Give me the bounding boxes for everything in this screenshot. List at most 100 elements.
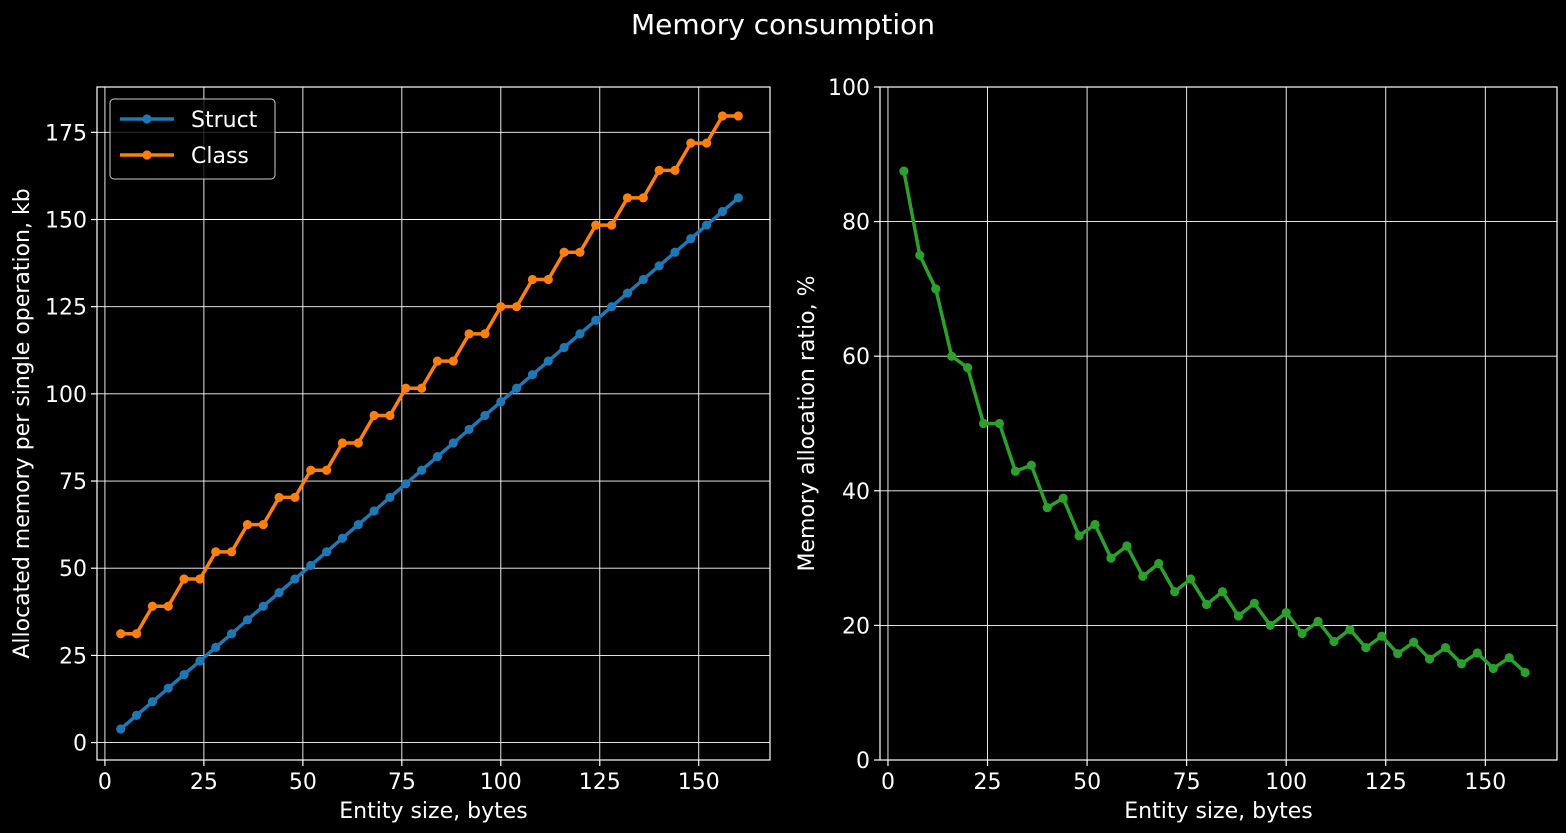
- chart-1-series-struct-point-15: [353, 520, 363, 530]
- chart-2-ytick-label-1: 20: [842, 614, 870, 639]
- chart-1-xtick-label-0: 0: [98, 770, 112, 795]
- chart-2-series-line-point-10: [1058, 493, 1068, 503]
- chart-2-xtick-label-0: 0: [881, 770, 895, 795]
- chart-1-series-class-point-13: [322, 465, 332, 475]
- chart-1-series-class-point-36: [686, 138, 696, 148]
- chart-1-xtick-label-3: 75: [388, 770, 416, 795]
- chart-2-series-line-point-1: [915, 250, 925, 260]
- chart-1-xtick-label-1: 25: [190, 770, 218, 795]
- chart-1-ytick-label-7: 175: [45, 121, 87, 146]
- chart-1-series-struct-point-24: [496, 397, 506, 407]
- chart-2-frame: [879, 86, 1558, 761]
- left-chart: 0 25 50 75 100 125 150 0 25 50 75 100 125 150 175 Entit…: [10, 86, 771, 824]
- chart-1-series-class-point-18: [401, 383, 411, 393]
- chart-1-series-class-point-27: [543, 274, 553, 285]
- chart-1-xtick-label-4: 100: [480, 770, 522, 795]
- chart-2-series-line-point-21: [1233, 611, 1244, 621]
- chart-2-series-line-point-11: [1074, 531, 1084, 541]
- chart-1-ytick-label-1: 25: [59, 644, 87, 669]
- chart-1-ytick-label-6: 150: [45, 209, 87, 234]
- chart-2-ylabel: Memory allocation ratio, %: [795, 276, 820, 572]
- chart-1-series-class-point-25: [512, 302, 522, 312]
- chart-1-series-struct-point-28: [559, 342, 569, 353]
- chart-2-xtick-label-3: 75: [1173, 770, 1201, 795]
- chart-1-series-struct-point-8: [242, 615, 253, 625]
- chart-2-series-line-point-32: [1409, 637, 1419, 647]
- chart-2-ytick-label-3: 60: [842, 345, 870, 370]
- chart-1-series-struct-point-4: [179, 669, 189, 680]
- chart-1-series-struct-point-29: [575, 329, 585, 339]
- chart-2-ytick-label-2: 40: [842, 480, 870, 505]
- chart-1-series-class-point-30: [591, 220, 601, 230]
- chart-1-series-struct-point-34: [654, 261, 664, 271]
- chart-2-series-line-point-18: [1186, 574, 1196, 584]
- chart-1-series-class-point-37: [702, 138, 712, 148]
- chart-1-series-class-point-7: [227, 547, 237, 557]
- chart-2-series-line-point-14: [1122, 541, 1132, 551]
- chart-1-series-class-point-10: [274, 492, 284, 503]
- chart-1-series-class-point-17: [385, 410, 395, 421]
- chart-1-series-class-point-20: [432, 356, 443, 366]
- chart-2-series-line-point-23: [1265, 620, 1275, 631]
- chart-1-series-struct-point-19: [417, 465, 427, 475]
- chart-2-series-line-point-13: [1106, 553, 1116, 563]
- chart-1-series-struct-point-31: [607, 302, 617, 312]
- chart-1-series-struct-point-32: [622, 288, 633, 298]
- chart-1-series-class-point-38: [717, 111, 728, 121]
- chart-2-series-line-point-3: [947, 351, 957, 361]
- chart-1-legend-marker-1: [142, 150, 152, 160]
- chart-1-series-struct-point-1: [131, 710, 142, 720]
- chart-1-series-struct-point-5: [195, 656, 205, 666]
- chart-2-series-line-point-27: [1329, 636, 1339, 647]
- chart-1-series-struct-point-2: [147, 697, 158, 707]
- chart-1-series-struct-line: [119, 196, 740, 731]
- chart-1-series-struct-point-22: [464, 424, 474, 435]
- chart-2-ytick-label-5: 100: [828, 76, 870, 101]
- chart-1-series-struct-point-9: [258, 601, 268, 611]
- chart-1-ytick-label-3: 75: [59, 470, 87, 495]
- chart-2-xtick-label-6: 150: [1464, 770, 1506, 795]
- chart-2-series-line-point-24: [1281, 608, 1291, 618]
- chart-1-series-class-point-9: [258, 520, 268, 530]
- chart-2-series-line-point-38: [1504, 653, 1514, 663]
- chart-2-series-line-point-9: [1042, 503, 1052, 513]
- chart-1-series-struct-point-16: [369, 506, 379, 516]
- chart-2-series-line-point-37: [1488, 663, 1498, 674]
- chart-1-ytick-label-5: 125: [45, 296, 87, 321]
- chart-2-series-line-point-20: [1217, 587, 1228, 597]
- chart-2-ytick-label-4: 80: [842, 211, 870, 236]
- chart-1-frame: [96, 86, 771, 761]
- chart-2-series-line-point-22: [1249, 598, 1259, 608]
- chart-1-series-class-point-24: [496, 302, 506, 312]
- chart-1-legend-label-0: Struct: [191, 108, 258, 133]
- chart-1-xtick-label-2: 50: [289, 770, 317, 795]
- chart-1-series-class-point-39: [733, 111, 743, 121]
- chart-1-series-class-point-2: [147, 601, 158, 611]
- chart-1-series-struct-point-0: [116, 724, 126, 734]
- chart-2-series-line-point-6: [994, 418, 1005, 429]
- chart-1-series-class-point-12: [306, 465, 316, 475]
- chart-1-series-struct-point-6: [211, 642, 221, 652]
- chart-1-series-class-point-23: [480, 329, 490, 339]
- chart-2-series-line-point-35: [1456, 659, 1467, 669]
- chart-1-series-struct-point-7: [227, 629, 237, 639]
- chart-2-series-line-point-39: [1520, 667, 1530, 678]
- chart-1-series-struct-point-23: [480, 410, 490, 421]
- chart-1-series-class-point-4: [179, 574, 189, 584]
- chart-1-series-class-point-8: [242, 520, 253, 530]
- chart-1-legend-marker-0: [142, 114, 152, 124]
- chart-2-series-line-point-26: [1313, 616, 1323, 626]
- chart-2-xlabel: Entity size, bytes: [1124, 799, 1312, 824]
- chart-1-series-class-point-33: [638, 193, 648, 203]
- chart-2-series-line-point-28: [1345, 624, 1355, 635]
- chart-1-series-struct-point-35: [670, 247, 680, 257]
- chart-1-series-struct-point-18: [401, 479, 411, 489]
- chart-1-xtick-label-5: 125: [579, 770, 621, 795]
- chart-2-series-line-point-17: [1170, 587, 1180, 597]
- chart-1-series-struct-point-14: [337, 533, 348, 543]
- chart-1-series-class-point-15: [353, 438, 363, 448]
- chart-2-series-line-point-7: [1010, 466, 1021, 476]
- chart-1-series-class-line: [120, 114, 739, 636]
- chart-1-series-class-point-5: [195, 574, 205, 584]
